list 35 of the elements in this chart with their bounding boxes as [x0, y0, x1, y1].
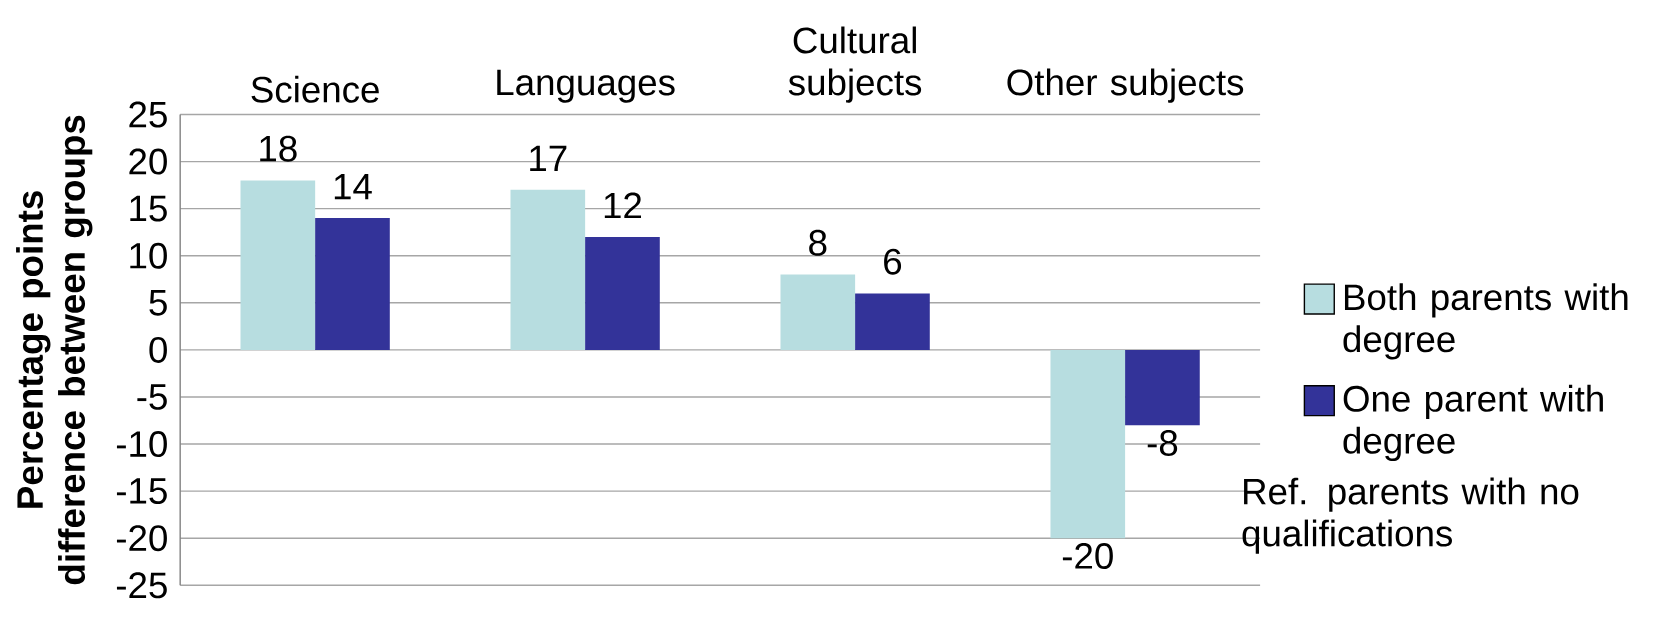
legend-label: Both parents with degree [1343, 283, 1628, 360]
bar [585, 237, 660, 351]
bar [510, 189, 586, 351]
data-label: 12 [604, 192, 642, 219]
bar [240, 180, 316, 351]
y-tick-label: -5 [137, 384, 167, 410]
x-tick-label: Languages [497, 70, 675, 103]
y-tick-label: 25 [129, 101, 167, 128]
y-tick-label: 10 [130, 242, 167, 269]
y-tick-label: -10 [116, 431, 167, 458]
bar [1125, 350, 1200, 426]
data-label: 18 [260, 135, 297, 162]
x-tick-label: Cultural subjects [788, 26, 922, 103]
data-label: 17 [530, 145, 567, 172]
legend-label: One parent with degree [1343, 385, 1603, 462]
bar [855, 293, 930, 351]
y-tick-label: 0 [149, 337, 167, 364]
x-tick-label: Other subjects [1007, 68, 1244, 103]
data-label: 14 [334, 174, 372, 200]
y-tick-label: -20 [116, 525, 167, 552]
data-label: 8 [809, 229, 827, 256]
y-axis-title: Percentage points difference between groups [16, 115, 93, 585]
x-tick-label: Science [251, 75, 379, 103]
y-tick-label: 15 [130, 196, 167, 222]
y-tick-label: 5 [149, 290, 167, 316]
y-tick-label: 20 [129, 148, 167, 175]
bar [1050, 350, 1126, 539]
bar [315, 218, 390, 351]
y-tick-label: -15 [116, 478, 167, 505]
data-label: -20 [1062, 543, 1113, 570]
bar [780, 274, 856, 351]
annotation: Ref. parents with no qualifications [1242, 477, 1579, 554]
y-tick-label: -25 [116, 572, 167, 599]
data-label: 6 [884, 248, 902, 275]
data-label: -8 [1147, 430, 1178, 457]
